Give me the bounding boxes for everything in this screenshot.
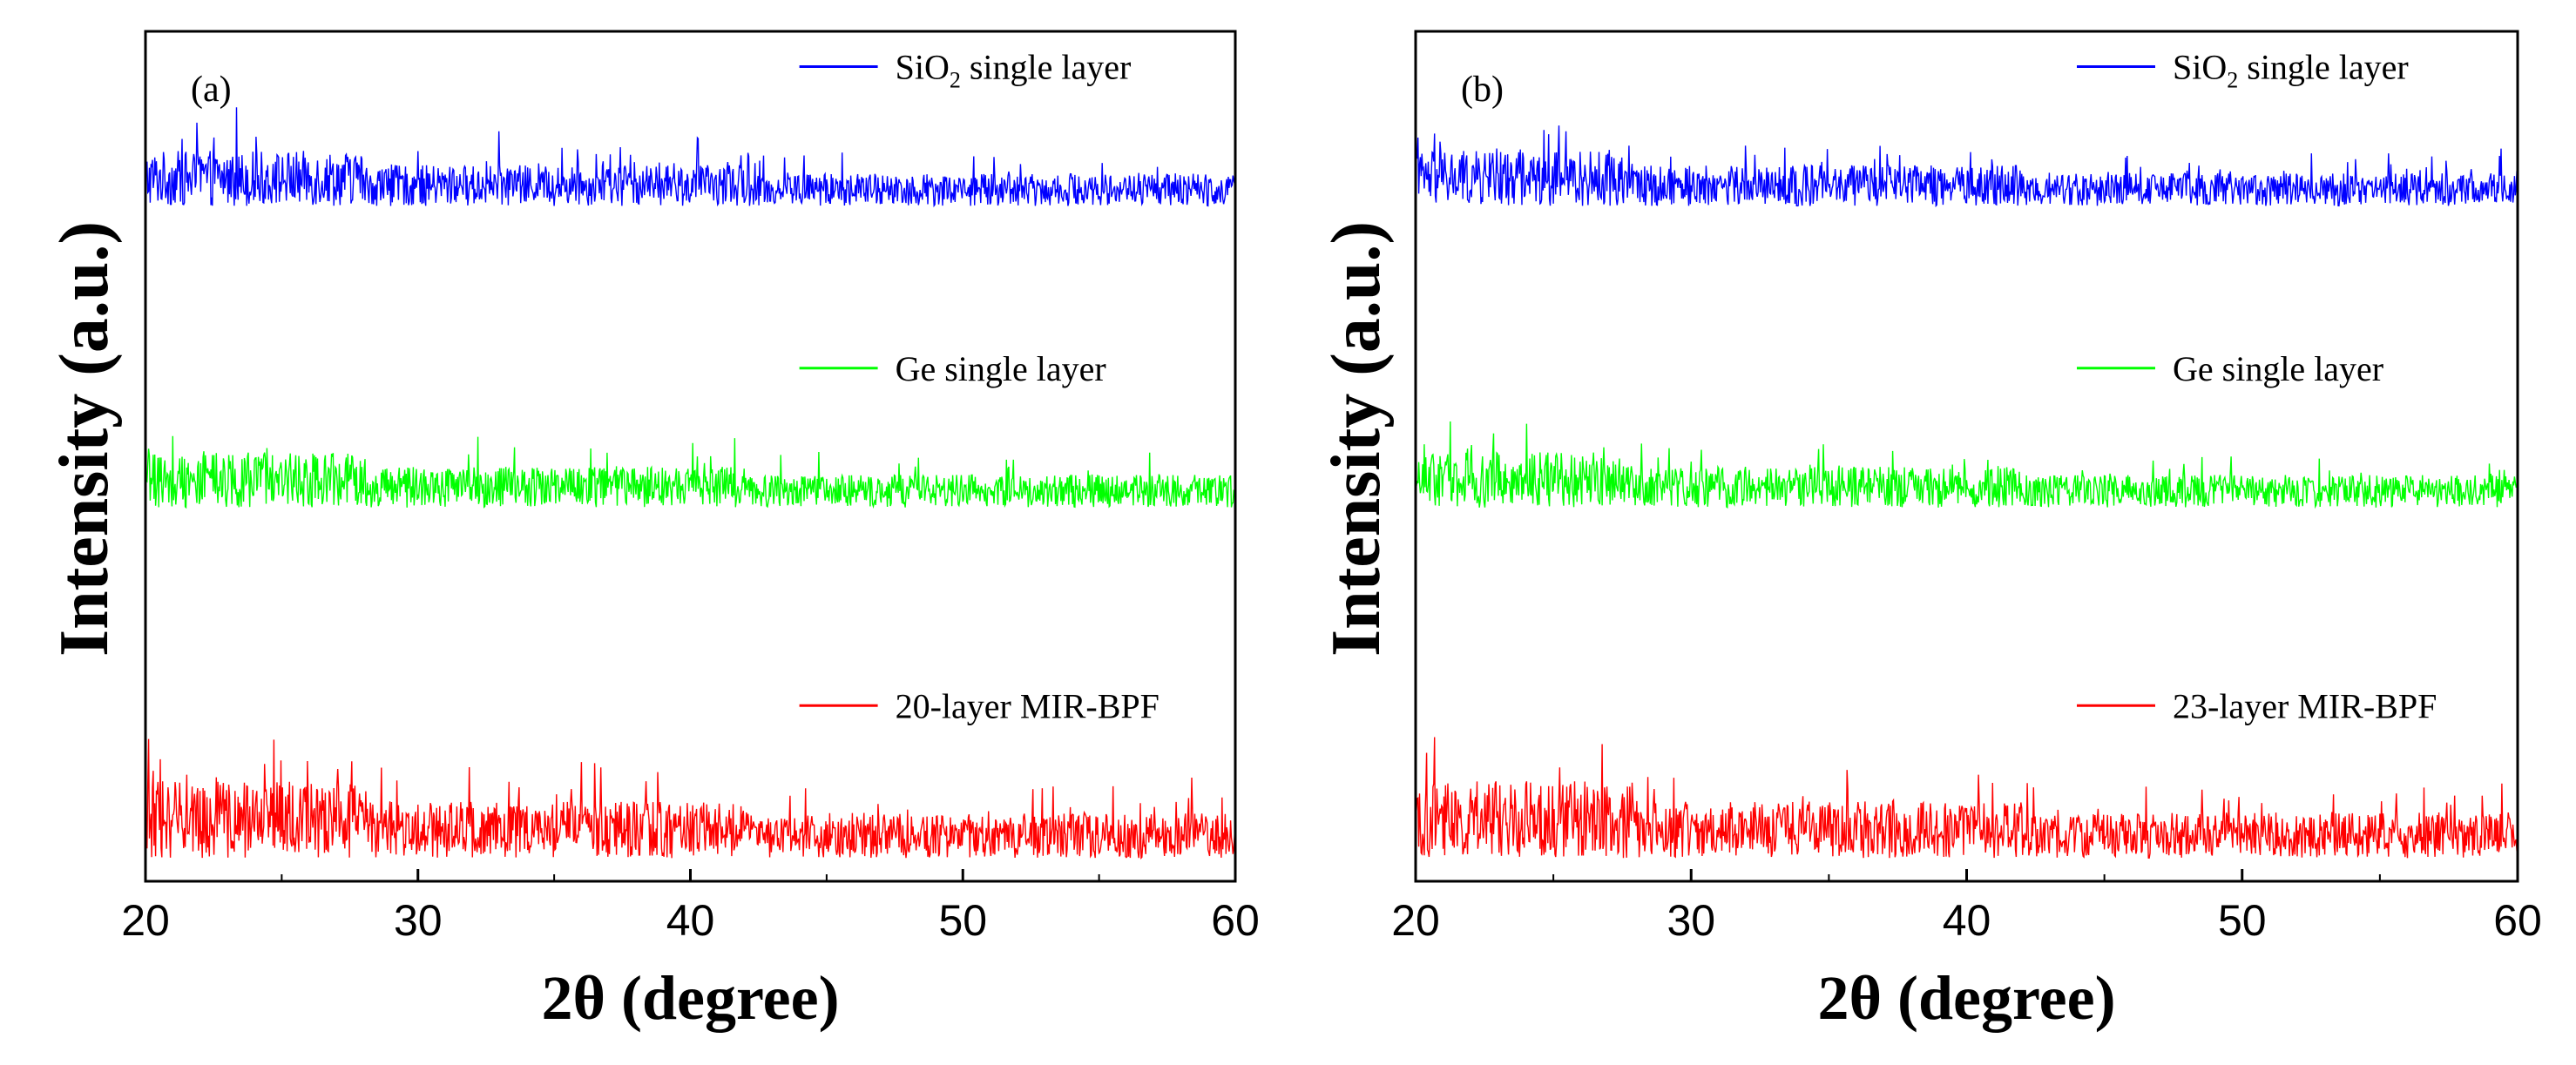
series-line-3: [1415, 737, 2519, 859]
legend-label-1: SiO2 single layer: [896, 47, 1132, 92]
x-tick-label: 30: [394, 896, 443, 945]
panel-label: (b): [1461, 70, 1504, 110]
series-line-1: [1415, 125, 2519, 208]
legend-label-1: SiO2 single layer: [2173, 47, 2409, 92]
x-tick-label: 50: [2218, 896, 2267, 945]
y-axis-title: Intensity (a.u.): [1318, 221, 1395, 657]
x-tick-label: 20: [1391, 896, 1440, 945]
x-tick-label: 40: [1943, 896, 1991, 945]
legend-label-2: Ge single layer: [2173, 349, 2383, 388]
x-tick-label: 30: [1667, 896, 1715, 945]
series-line-1: [145, 107, 1236, 208]
x-tick-label: 50: [938, 896, 987, 945]
x-axis-title: 2θ (degree): [541, 963, 839, 1033]
series-line-2: [1415, 421, 2519, 509]
plot-frame: [144, 30, 1237, 883]
series-line-3: [145, 738, 1236, 859]
y-axis-title: Intensity (a.u.): [46, 221, 123, 657]
x-tick-label: 60: [1211, 896, 1260, 945]
chart-panel-a: SiO2 single layer Ge single layer 20-layer…: [46, 30, 1260, 1033]
legend-label-3: 20-layer MIR-BPF: [896, 686, 1160, 725]
panel-label: (a): [191, 70, 232, 110]
legend-label-2: Ge single layer: [896, 349, 1106, 388]
series-line-2: [145, 419, 1236, 509]
chart-panel-b: SiO2 single layer Ge single layer 23-layer…: [1318, 30, 2542, 1033]
legend-label-3: 23-layer MIR-BPF: [2173, 686, 2437, 725]
x-tick-label: 20: [121, 896, 170, 945]
x-tick-label: 60: [2493, 896, 2542, 945]
x-axis-title: 2θ (degree): [1817, 963, 2115, 1033]
x-tick-label: 40: [666, 896, 715, 945]
